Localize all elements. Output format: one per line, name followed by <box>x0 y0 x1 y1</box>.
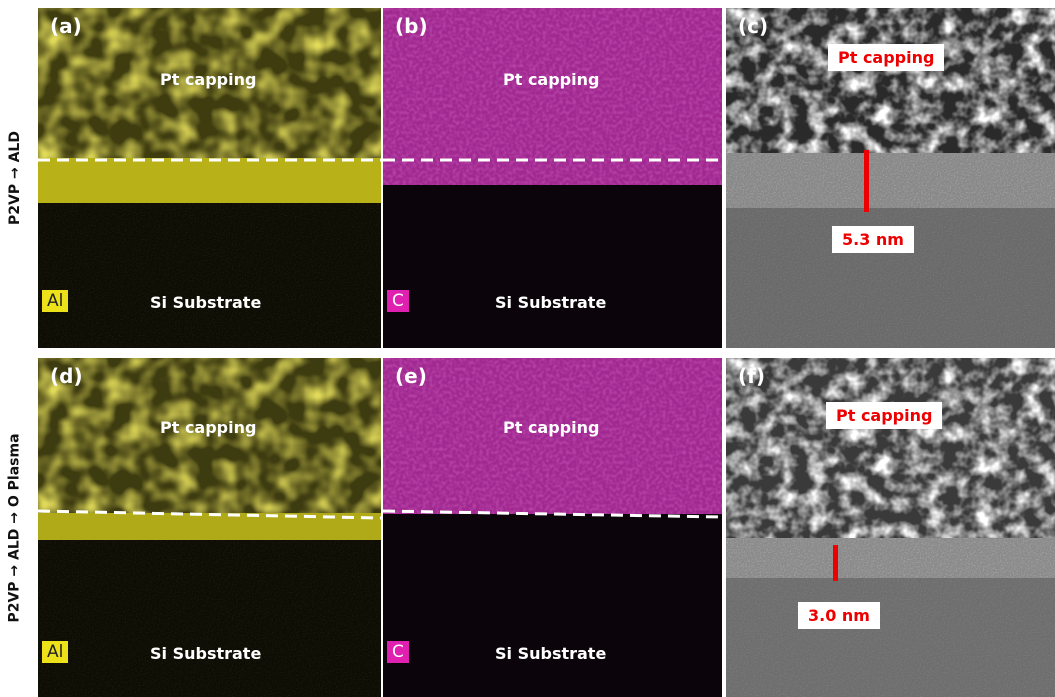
thickness-label: 5.3 nm <box>832 226 914 253</box>
image-layer <box>726 8 1055 158</box>
panel-label: (d) <box>50 364 83 388</box>
eds-map-al: (a) Pt capping Si Substrate Al <box>38 8 381 348</box>
row-label: P2VP → ALD → O Plasma <box>0 358 30 697</box>
thickness-bar <box>864 150 869 212</box>
eds-map-c: (e) Pt capping Si Substrate C <box>383 358 722 697</box>
image-layer <box>38 203 381 348</box>
element-label: C <box>387 290 409 312</box>
image-layer <box>726 153 1055 208</box>
panel-label: (c) <box>738 14 768 38</box>
image-layer <box>383 8 722 185</box>
image-layer <box>726 578 1055 697</box>
image-layer <box>38 158 381 203</box>
panel-label: (e) <box>395 364 427 388</box>
image-layer <box>726 358 1055 543</box>
eds-map-c: (b) Pt capping Si Substrate C <box>383 8 722 348</box>
layer-label: Pt capping <box>828 44 944 71</box>
thickness-label: 3.0 nm <box>798 602 880 629</box>
panel-label: (f) <box>738 364 765 388</box>
image-layer <box>38 540 381 697</box>
layer-label: Si Substrate <box>495 644 606 663</box>
element-label: C <box>387 641 409 663</box>
figure: P2VP → ALD P2VP → ALD → O Plasma (a) Pt … <box>0 0 1055 697</box>
row-label: P2VP → ALD <box>0 8 30 348</box>
element-label: Al <box>42 290 68 312</box>
image-layer <box>726 538 1055 578</box>
layer-label: Pt capping <box>826 402 942 429</box>
layer-label: Pt capping <box>160 70 256 89</box>
tem-image: (c) Pt capping 5.3 nm <box>726 8 1055 348</box>
row-label-text: P2VP → ALD <box>7 131 23 225</box>
tem-image: (f) Pt capping 3.0 nm <box>726 358 1055 697</box>
element-label: Al <box>42 641 68 663</box>
panel-label: (b) <box>395 14 428 38</box>
layer-label: Pt capping <box>503 418 599 437</box>
layer-label: Si Substrate <box>150 644 261 663</box>
panel-label: (a) <box>50 14 82 38</box>
layer-label: Si Substrate <box>495 293 606 312</box>
eds-map-al: (d) Pt capping Si Substrate Al <box>38 358 381 697</box>
layer-label: Pt capping <box>160 418 256 437</box>
layer-label: Pt capping <box>503 70 599 89</box>
row-label-text: P2VP → ALD → O Plasma <box>7 433 23 622</box>
thickness-bar <box>833 545 838 581</box>
layer-label: Si Substrate <box>150 293 261 312</box>
